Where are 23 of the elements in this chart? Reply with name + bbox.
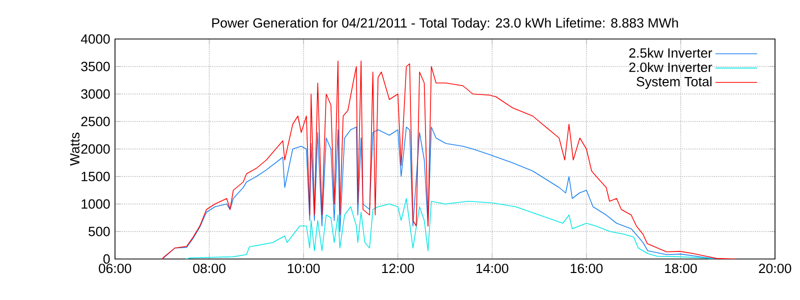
y-tick-label: 4000 [80, 34, 110, 44]
x-tick-label: 10:00 [288, 264, 320, 274]
chart-title: Power Generation for 04/21/2011 - Total Today: 23.0 kWh Lifetime: 8.883 MWh [212, 18, 678, 30]
legend-label: System Total [636, 76, 712, 89]
y-tick-label: 1000 [82, 199, 110, 209]
x-tick-label: 06:00 [98, 264, 132, 274]
x-tick-label: 18:00 [665, 264, 697, 274]
y-axis-title: Watts [70, 132, 80, 166]
y-tick-label: 0 [103, 254, 110, 264]
y-tick-label: 3000 [81, 89, 110, 99]
y-tick-label: 500 [88, 226, 110, 236]
y-tick-label: 3500 [81, 62, 110, 72]
x-tick-label: 20:00 [758, 264, 792, 274]
line-series [162, 60, 737, 260]
x-tick-label: 12:00 [382, 264, 414, 274]
legend-label: 2.5kw Inverter [629, 48, 712, 58]
y-tick-label: 1500 [82, 172, 110, 182]
x-tick-label: 08:00 [193, 264, 226, 274]
x-tick-label: 14:00 [476, 264, 508, 274]
y-tick-label: 2000 [81, 144, 110, 154]
x-tick-label: 16:00 [570, 264, 603, 274]
legend-label: 2.0kw Inverter [629, 62, 712, 72]
y-tick-label: 2500 [81, 116, 110, 126]
